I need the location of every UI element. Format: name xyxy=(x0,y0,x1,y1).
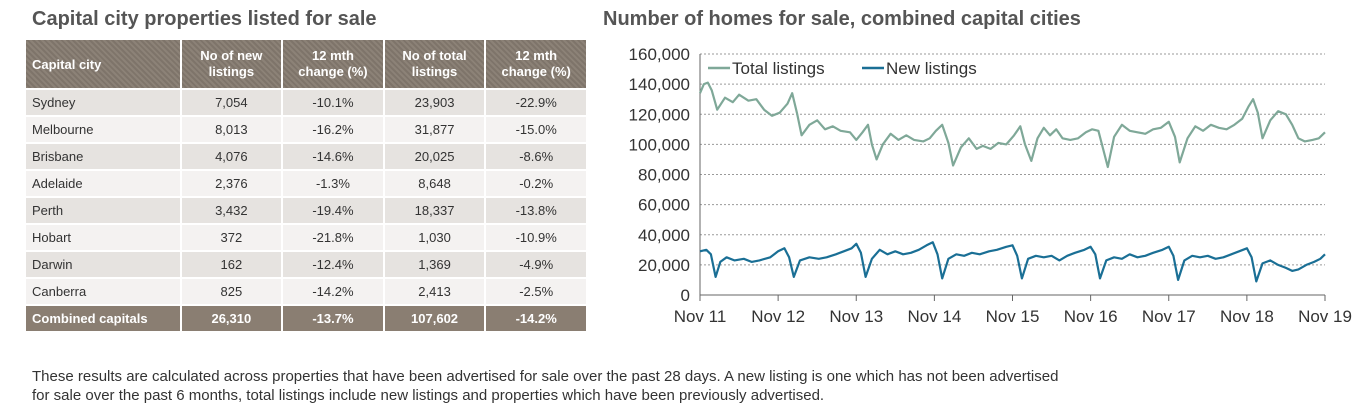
cell-city: Brisbane xyxy=(26,144,180,171)
cell-new-change: -14.6% xyxy=(283,144,383,171)
cell-total-change: -10.9% xyxy=(486,225,586,252)
cell-total: 8,648 xyxy=(384,171,485,198)
cell-city: Perth xyxy=(26,198,180,225)
legend-label: New listings xyxy=(886,59,977,78)
cell-new: 825 xyxy=(181,279,282,306)
cell-new: 8,013 xyxy=(181,117,282,144)
series-line-total-listings xyxy=(698,81,1326,169)
header-total-change-line1: 12 mth xyxy=(515,48,558,63)
chart-title: Number of homes for sale, combined capit… xyxy=(603,8,1081,30)
header-total-listings: No of total listings xyxy=(384,40,485,90)
table-row: Brisbane 4,076 -14.6% 20,025 -8.6% xyxy=(26,144,586,171)
cell-total-change: -0.2% xyxy=(486,171,586,198)
cell-total: 1,369 xyxy=(384,252,485,279)
y-tick-label: 100,000 xyxy=(629,135,690,154)
y-tick-label: 140,000 xyxy=(629,75,690,94)
x-tick-label: Nov 11 xyxy=(674,307,727,326)
y-tick-label: 160,000 xyxy=(629,45,690,64)
table-row: Perth 3,432 -19.4% 18,337 -13.8% xyxy=(26,198,586,225)
table-row: Canberra 825 -14.2% 2,413 -2.5% xyxy=(26,279,586,306)
x-tick-label: Nov 15 xyxy=(986,307,1040,326)
y-tick-label: 80,000 xyxy=(638,166,690,185)
y-tick-label: 60,000 xyxy=(638,196,690,215)
table-row: Sydney 7,054 -10.1% 23,903 -22.9% xyxy=(26,90,586,117)
header-capital-city: Capital city xyxy=(26,40,180,90)
cell-total-change: -4.9% xyxy=(486,252,586,279)
cell-city: Combined capitals xyxy=(26,306,180,333)
cell-total: 31,877 xyxy=(384,117,485,144)
cell-new-change: -12.4% xyxy=(283,252,383,279)
x-tick-label: Nov 12 xyxy=(751,307,805,326)
cell-new-change: -1.3% xyxy=(283,171,383,198)
header-new-listings: No of new listings xyxy=(181,40,282,90)
cell-city: Darwin xyxy=(26,252,180,279)
cell-new-change: -13.7% xyxy=(283,306,383,333)
cell-total: 2,413 xyxy=(384,279,485,306)
cell-city: Melbourne xyxy=(26,117,180,144)
y-tick-label: 20,000 xyxy=(638,256,690,275)
cell-new: 26,310 xyxy=(181,306,282,333)
table-header-row: Capital city No of new listings 12 mth c… xyxy=(26,40,586,90)
y-tick-label: 40,000 xyxy=(638,226,690,245)
cell-city: Sydney xyxy=(26,90,180,117)
cell-new-change: -16.2% xyxy=(283,117,383,144)
y-tick-label: 120,000 xyxy=(629,105,690,124)
cell-new-change: -21.8% xyxy=(283,225,383,252)
cell-new-change: -19.4% xyxy=(283,198,383,225)
cell-city: Hobart xyxy=(26,225,180,252)
cell-total-change: -22.9% xyxy=(486,90,586,117)
header-new-change: 12 mth change (%) xyxy=(283,40,383,90)
cell-total: 18,337 xyxy=(384,198,485,225)
cell-total: 23,903 xyxy=(384,90,485,117)
x-tick-label: Nov 14 xyxy=(907,307,961,326)
cell-total-change: -13.8% xyxy=(486,198,586,225)
header-new-change-line1: 12 mth xyxy=(312,48,354,63)
cell-new: 7,054 xyxy=(181,90,282,117)
series-line-new-listings xyxy=(699,241,1326,283)
cell-total: 107,602 xyxy=(384,306,485,333)
header-new-listings-line1: No of new xyxy=(200,48,263,63)
x-tick-label: Nov 17 xyxy=(1142,307,1196,326)
line-chart: 0 20,000 40,000 60,000 80,000 100,000 120,000 1… xyxy=(629,45,1352,326)
legend-label: Total listings xyxy=(732,59,825,78)
x-tick-label: Nov 16 xyxy=(1064,307,1118,326)
x-tick-label: Nov 13 xyxy=(829,307,883,326)
cell-new-change: -10.1% xyxy=(283,90,383,117)
x-tick-label: Nov 19 xyxy=(1298,307,1352,326)
header-total-listings-line2: listings xyxy=(411,64,458,79)
table-row: Hobart 372 -21.8% 1,030 -10.9% xyxy=(26,225,586,252)
header-new-change-line2: change (%) xyxy=(298,64,368,79)
footnote: These results are calculated across prop… xyxy=(32,367,1352,405)
cell-total: 20,025 xyxy=(384,144,485,171)
listings-table: Capital city No of new listings 12 mth c… xyxy=(24,40,588,333)
header-total-change-line2: change (%) xyxy=(501,64,571,79)
footnote-line-1: These results are calculated across prop… xyxy=(32,368,1059,385)
y-tick-label: 0 xyxy=(681,286,690,305)
table-total-row: Combined capitals 26,310 -13.7% 107,602 … xyxy=(26,306,586,333)
cell-new: 3,432 xyxy=(181,198,282,225)
header-total-change: 12 mth change (%) xyxy=(486,40,586,90)
cell-new: 2,376 xyxy=(181,171,282,198)
header-new-listings-line2: listings xyxy=(208,64,255,79)
cell-total-change: -2.5% xyxy=(486,279,586,306)
header-total-listings-line1: No of total xyxy=(402,48,467,63)
cell-city: Adelaide xyxy=(26,171,180,198)
cell-new: 372 xyxy=(181,225,282,252)
cell-total-change: -14.2% xyxy=(486,306,586,333)
footnote-line-2: for sale over the past 6 months, total l… xyxy=(32,387,825,404)
cell-new: 4,076 xyxy=(181,144,282,171)
cell-new-change: -14.2% xyxy=(283,279,383,306)
cell-new: 162 xyxy=(181,252,282,279)
cell-total-change: -15.0% xyxy=(486,117,586,144)
table-row: Melbourne 8,013 -16.2% 31,877 -15.0% xyxy=(26,117,586,144)
cell-city: Canberra xyxy=(26,279,180,306)
table-row: Darwin 162 -12.4% 1,369 -4.9% xyxy=(26,252,586,279)
table-row: Adelaide 2,376 -1.3% 8,648 -0.2% xyxy=(26,171,586,198)
cell-total-change: -8.6% xyxy=(486,144,586,171)
table-title: Capital city properties listed for sale xyxy=(32,8,377,30)
cell-total: 1,030 xyxy=(384,225,485,252)
x-tick-label: Nov 18 xyxy=(1220,307,1274,326)
